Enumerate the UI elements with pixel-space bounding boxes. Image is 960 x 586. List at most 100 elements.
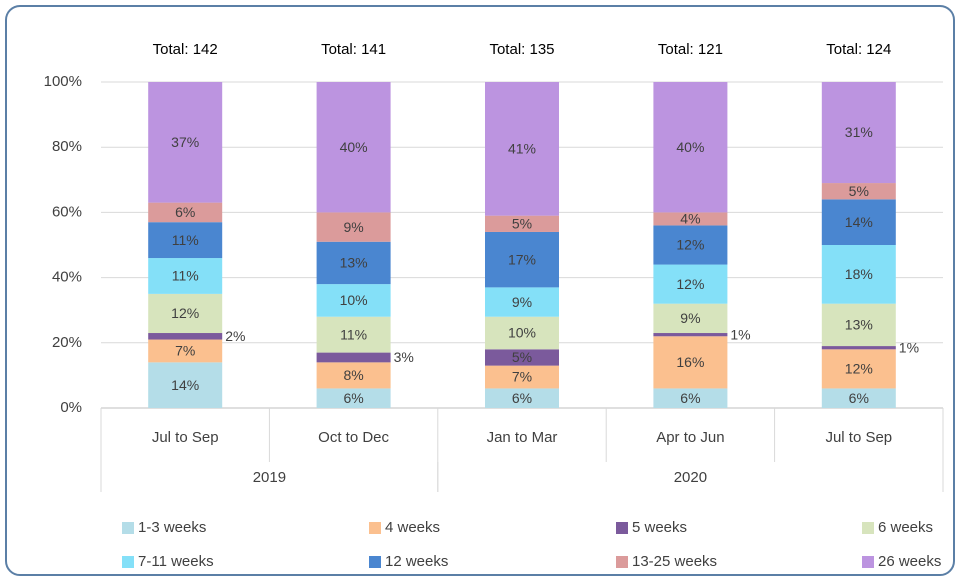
data-label: 9% <box>680 310 700 326</box>
legend-swatch <box>616 522 628 534</box>
bar-segment <box>148 362 223 408</box>
x-tick-label: Jul to Sep <box>152 429 219 446</box>
data-label: 2% <box>225 328 245 344</box>
bar-segment <box>485 388 559 408</box>
y-tick-label: 40% <box>52 269 82 286</box>
legend-label: 4 weeks <box>385 519 440 536</box>
y-tick-label: 80% <box>52 138 82 155</box>
bar-segment <box>316 82 391 213</box>
bar-segment <box>148 202 223 223</box>
data-label: 7% <box>175 343 195 359</box>
x-tick-label: Jan to Mar <box>487 429 558 446</box>
data-label: 18% <box>845 266 873 282</box>
bar-segment <box>653 225 728 265</box>
bar-segment <box>148 333 223 340</box>
data-label: 12% <box>171 305 199 321</box>
legend-swatch <box>616 556 628 568</box>
data-label: 1% <box>730 326 750 342</box>
data-label: 5% <box>512 349 532 365</box>
data-label: 11% <box>340 326 367 342</box>
data-label: 41% <box>508 141 536 157</box>
legend-label: 7-11 weeks <box>138 553 214 570</box>
total-annotation: Total: 142 <box>153 41 218 58</box>
bar-segment <box>485 365 559 389</box>
bar-segment <box>148 82 223 203</box>
bar-segment <box>821 349 896 389</box>
bar-segment <box>316 212 391 242</box>
data-label: 5% <box>849 183 869 199</box>
bar-segment <box>148 222 223 259</box>
y-tick-label: 20% <box>52 334 82 351</box>
legend-swatch <box>122 522 134 534</box>
x-tick-label: Jul to Sep <box>825 429 892 446</box>
bar-segment <box>148 258 223 294</box>
data-label: 6% <box>175 204 195 220</box>
bar-segment <box>653 212 728 226</box>
bar-segment <box>316 284 391 317</box>
group-label: 2020 <box>674 469 707 486</box>
data-label: 17% <box>508 251 536 267</box>
bar-segment <box>148 339 223 363</box>
data-label: 13% <box>340 255 368 271</box>
legend-label: 6 weeks <box>878 519 933 536</box>
bar-segment <box>485 231 559 288</box>
bar-segment <box>316 241 391 285</box>
data-label: 9% <box>512 294 532 310</box>
data-label: 12% <box>845 361 873 377</box>
data-label: 6% <box>849 390 869 406</box>
bar-segment <box>821 388 896 408</box>
bar-segment <box>653 388 728 408</box>
x-tick-label: Apr to Jun <box>656 429 724 446</box>
bar-segment <box>653 82 728 213</box>
legend-label: 12 weeks <box>385 553 448 570</box>
data-label: 12% <box>676 276 704 292</box>
legend-label: 13-25 weeks <box>632 553 717 570</box>
total-annotation: Total: 121 <box>658 41 723 58</box>
bar-segment <box>316 316 391 353</box>
data-label: 10% <box>340 292 368 308</box>
data-label: 7% <box>512 369 532 385</box>
y-tick-label: 0% <box>60 399 82 416</box>
data-label: 14% <box>171 377 199 393</box>
data-label: 8% <box>343 367 363 383</box>
bar-segment <box>485 287 559 317</box>
data-label: 40% <box>340 139 368 155</box>
data-label: 5% <box>512 216 532 232</box>
bar-segment <box>148 293 223 334</box>
data-label: 3% <box>394 349 414 365</box>
data-label: 16% <box>676 354 704 370</box>
data-label: 4% <box>680 211 700 227</box>
bar-segment <box>485 82 559 216</box>
bar-segment <box>653 303 728 334</box>
bar-segment <box>821 199 896 245</box>
bar-segment <box>821 245 896 304</box>
data-label: 1% <box>899 339 919 355</box>
x-tick-label: Oct to Dec <box>318 429 389 446</box>
bar-segment <box>821 346 896 350</box>
bar-segment <box>485 349 559 366</box>
total-annotation: Total: 135 <box>489 41 554 58</box>
bar-segment <box>653 264 728 304</box>
bar-segment <box>821 183 896 200</box>
bar-segment <box>316 352 391 363</box>
legend-swatch <box>369 522 381 534</box>
bar-segment <box>653 336 728 389</box>
y-tick-label: 100% <box>44 73 82 90</box>
bar-segment <box>821 82 896 184</box>
data-label: 11% <box>172 232 199 248</box>
data-label: 6% <box>512 390 532 406</box>
legend-swatch <box>862 556 874 568</box>
total-annotation: Total: 141 <box>321 41 386 58</box>
bar-segment <box>485 215 559 232</box>
legend-swatch <box>122 556 134 568</box>
legend-label: 26 weeks <box>878 553 941 570</box>
bar-segment <box>316 362 391 389</box>
legend-swatch <box>369 556 381 568</box>
y-tick-label: 60% <box>52 203 82 220</box>
data-label: 13% <box>845 317 873 333</box>
data-label: 14% <box>845 214 873 230</box>
data-label: 40% <box>676 139 704 155</box>
bar-segment <box>316 388 391 408</box>
data-label: 37% <box>171 134 199 150</box>
